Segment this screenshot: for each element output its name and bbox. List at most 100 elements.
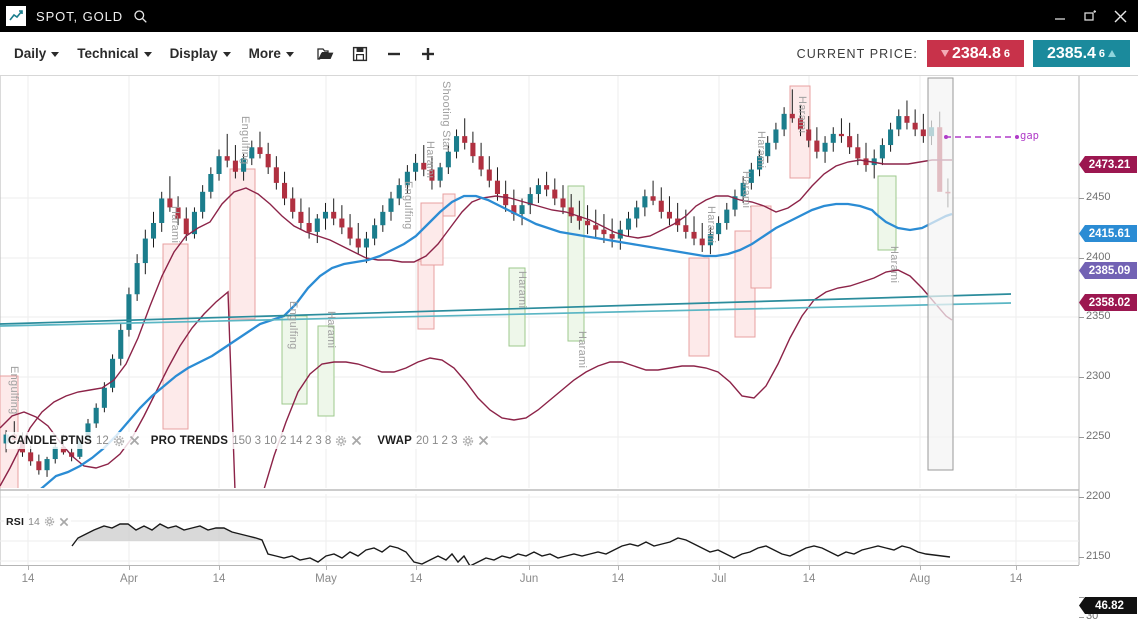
candle-body-up [896, 116, 902, 130]
rsi-value[interactable]: 46.82 [1079, 597, 1137, 614]
candle-body-up [314, 218, 320, 232]
candle-body-down [568, 207, 574, 217]
menu-daily[interactable]: Daily [5, 32, 68, 76]
candle-body-up [765, 142, 771, 157]
candle-body-down [691, 231, 697, 239]
time-axis-tick-mark [809, 565, 810, 570]
arrow-up-icon [1108, 50, 1117, 57]
upper-band-price[interactable]: 2473.21 [1079, 156, 1137, 173]
candle-body-down [257, 147, 263, 154]
candle-body-up [101, 387, 107, 408]
candle-body-down [494, 180, 501, 195]
save-icon[interactable] [347, 39, 373, 69]
vwap-price[interactable]: 2385.09 [1079, 262, 1137, 279]
candle-body-up [781, 113, 787, 130]
candle-body-down [429, 169, 435, 181]
candle-body-up [142, 238, 148, 264]
menu-technical[interactable]: Technical [68, 32, 160, 76]
ask-price-button[interactable]: 2385.4 6 [1033, 40, 1130, 67]
candle-body-down [585, 220, 591, 226]
time-axis-tick-mark [326, 565, 327, 570]
indicator-legend-main: CANDLE PTNS 12 PRO TRENDS 150 3 10 2 14 … [6, 432, 491, 449]
candle-body-up [372, 225, 378, 239]
candle-body-down [838, 133, 844, 137]
candle-body-up [879, 145, 885, 159]
price-axis-tick: 2350 [1086, 310, 1111, 322]
legend-rsi[interactable]: RSI 14 [6, 516, 69, 528]
search-icon[interactable] [133, 9, 148, 24]
menu-more[interactable]: More [240, 32, 303, 76]
trend-line-lower [0, 302, 1012, 327]
minimize-icon[interactable] [1052, 8, 1068, 24]
candle-body-down [511, 205, 517, 215]
gear-icon[interactable] [335, 435, 347, 447]
lower-band-line-right [263, 269, 953, 488]
candle-body-down [28, 452, 34, 462]
gear-icon[interactable] [462, 435, 474, 447]
candle-body-up [527, 194, 533, 206]
candle-body-down [503, 194, 509, 206]
candle-body-down [666, 211, 672, 219]
bid-price-button[interactable]: 2384.8 6 [927, 40, 1024, 67]
candle-body-down [560, 198, 566, 208]
candle-body-down [175, 207, 181, 219]
zoom-in-icon[interactable] [415, 39, 441, 69]
pattern-label: Harami [516, 271, 528, 309]
candle-body-down [462, 136, 468, 143]
pattern-label: Harami [705, 206, 717, 244]
chevron-down-icon [222, 52, 231, 57]
moving-average-price[interactable]: 2415.61 [1079, 225, 1137, 242]
pattern-label: Harami [755, 131, 767, 169]
menu-display[interactable]: Display [161, 32, 240, 76]
time-axis-tick-mark [719, 565, 720, 570]
time-axis-tick: 14 [1009, 573, 1023, 585]
open-folder-icon[interactable] [313, 39, 339, 69]
selection-box [927, 77, 954, 471]
time-axis[interactable]: 14 Apr 14 May 14 Jun 14 Jul 14 Aug 14 [0, 565, 1138, 597]
candle-body-down [863, 158, 869, 166]
pattern-label: Harami [796, 96, 808, 134]
chart-canvas[interactable]: Engulfing Harami Engulfing Engulfing Harami E… [0, 76, 1138, 622]
close-icon[interactable] [1112, 8, 1128, 24]
zoom-out-icon[interactable] [381, 39, 407, 69]
candle-body-up [322, 211, 329, 219]
candle-body-up [404, 171, 410, 186]
pattern-boxes [0, 85, 897, 488]
candle-body-up [380, 211, 386, 226]
candlestick-series [3, 89, 951, 477]
pattern-label: Engulfing [402, 181, 414, 230]
chart-line-icon [6, 6, 26, 26]
window-controls [1052, 8, 1138, 24]
candle-body-up [830, 133, 836, 143]
close-icon[interactable] [478, 435, 489, 446]
maximize-icon[interactable] [1082, 8, 1098, 24]
pattern-label: Engulfing [239, 116, 251, 165]
candle-body-down [232, 160, 238, 172]
lower-band-price[interactable]: 2358.02 [1079, 294, 1137, 311]
candle-body-up [85, 423, 91, 441]
candle-body-up [126, 294, 132, 330]
candle-body-up [118, 329, 124, 359]
candle-body-up [388, 198, 394, 212]
close-icon[interactable] [59, 517, 69, 527]
price-axis[interactable]: 245024002350230022502200215070302473.212… [1079, 76, 1138, 622]
candle-body-up [642, 196, 648, 208]
time-axis-tick-mark [129, 565, 130, 570]
legend-vwap[interactable]: VWAP 20 1 2 3 [377, 435, 488, 447]
close-icon[interactable] [129, 435, 140, 446]
gear-icon[interactable] [113, 435, 125, 447]
candle-body-up [634, 207, 640, 219]
candle-body-down [576, 216, 582, 221]
candle-body-down [912, 122, 918, 130]
time-axis-tick: Aug [909, 573, 931, 585]
time-axis-tick: 14 [409, 573, 423, 585]
candle-body-up [363, 238, 369, 248]
close-icon[interactable] [351, 435, 362, 446]
candle-body-down [789, 113, 795, 119]
legend-pro-trends[interactable]: PRO TRENDS 150 3 10 2 14 2 3 8 [151, 435, 363, 447]
gear-icon[interactable] [44, 516, 55, 527]
legend-candle-patterns[interactable]: CANDLE PTNS 12 [8, 435, 140, 447]
legend-pro-trends-name: PRO TRENDS [150, 434, 229, 447]
pattern-label: Harami [325, 311, 337, 349]
candle-body-up [732, 196, 738, 210]
